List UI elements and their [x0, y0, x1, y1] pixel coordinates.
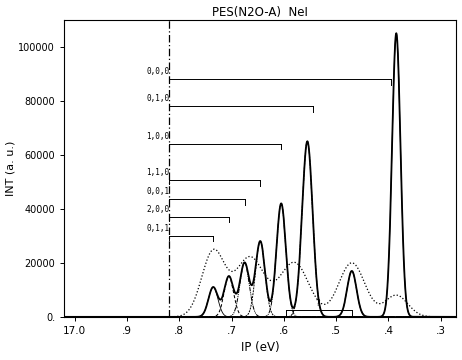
Text: 1,1,0: 1,1,0 — [146, 168, 169, 177]
Text: ?: ? — [316, 299, 320, 308]
Text: 0,1,1: 0,1,1 — [146, 224, 169, 233]
Text: 1,0,0: 1,0,0 — [146, 132, 169, 141]
Text: 0,0,1: 0,0,1 — [146, 187, 169, 196]
Text: 0,1,0: 0,1,0 — [146, 94, 169, 103]
Y-axis label: INT (a. u.): INT (a. u.) — [6, 141, 16, 196]
Text: 0,0,0: 0,0,0 — [146, 67, 169, 76]
Text: 2,0,0: 2,0,0 — [146, 205, 169, 214]
Title: PES(N2O-A)  NeI: PES(N2O-A) NeI — [213, 5, 308, 19]
X-axis label: IP (eV): IP (eV) — [241, 341, 280, 355]
